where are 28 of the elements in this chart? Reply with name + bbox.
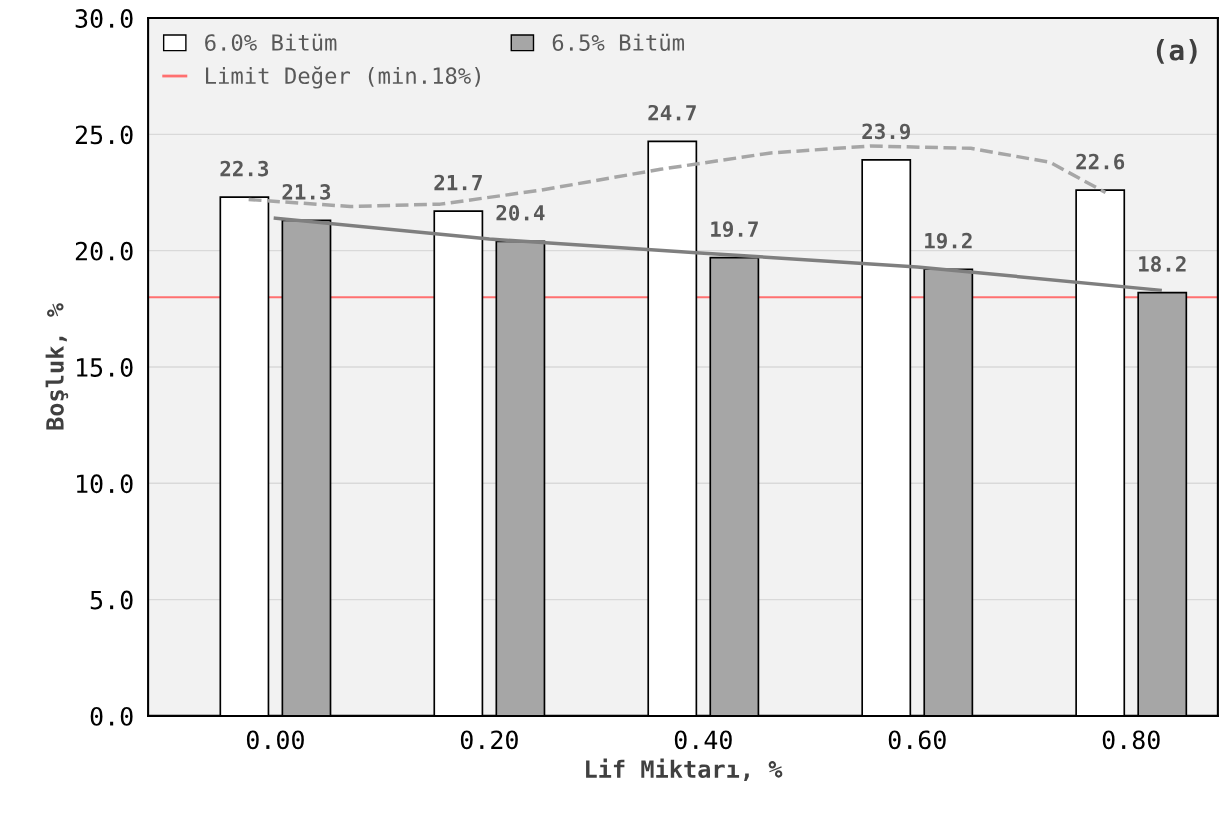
data-label: 24.7	[648, 104, 696, 121]
annotation: (a)	[1156, 39, 1197, 64]
legend-label: 6.5% Bitüm	[552, 33, 684, 51]
y-tick-label: 5.0	[90, 590, 133, 610]
y-tick-label: 10.0	[77, 474, 133, 494]
data-label: 21.3	[282, 183, 331, 200]
y-tick-label: 0.0	[90, 706, 133, 726]
legend-label: 6.0% Bitüm	[205, 33, 337, 51]
data-label: 23.9	[862, 123, 910, 140]
x-tick-label: 0.60	[888, 730, 946, 750]
x-axis-title: Lif Miktarı, %	[586, 758, 783, 781]
data-label: 18.2	[1139, 256, 1186, 272]
data-label: 21.7	[434, 174, 482, 191]
data-label: 20.4	[496, 204, 545, 221]
y-tick-label: 20.0	[75, 241, 133, 261]
data-label: 22.6	[1076, 153, 1125, 170]
y-tick-label: 25.0	[75, 125, 133, 145]
x-tick-label: 0.40	[674, 730, 732, 750]
x-tick-label: 0.20	[460, 730, 518, 750]
x-tick-label: 0.00	[246, 730, 304, 750]
x-tick-label: 0.80	[1102, 730, 1160, 750]
data-label: 22.3	[220, 160, 269, 177]
data-label: 19.2	[925, 232, 972, 249]
data-label: 19.7	[711, 221, 758, 238]
y-tick-label: 30.0	[75, 9, 133, 28]
y-tick-label: 15.0	[77, 358, 133, 377]
legend-label: Limit Değer (min.18%)	[205, 66, 480, 89]
y-axis-title: Boşluk, %	[45, 303, 69, 430]
